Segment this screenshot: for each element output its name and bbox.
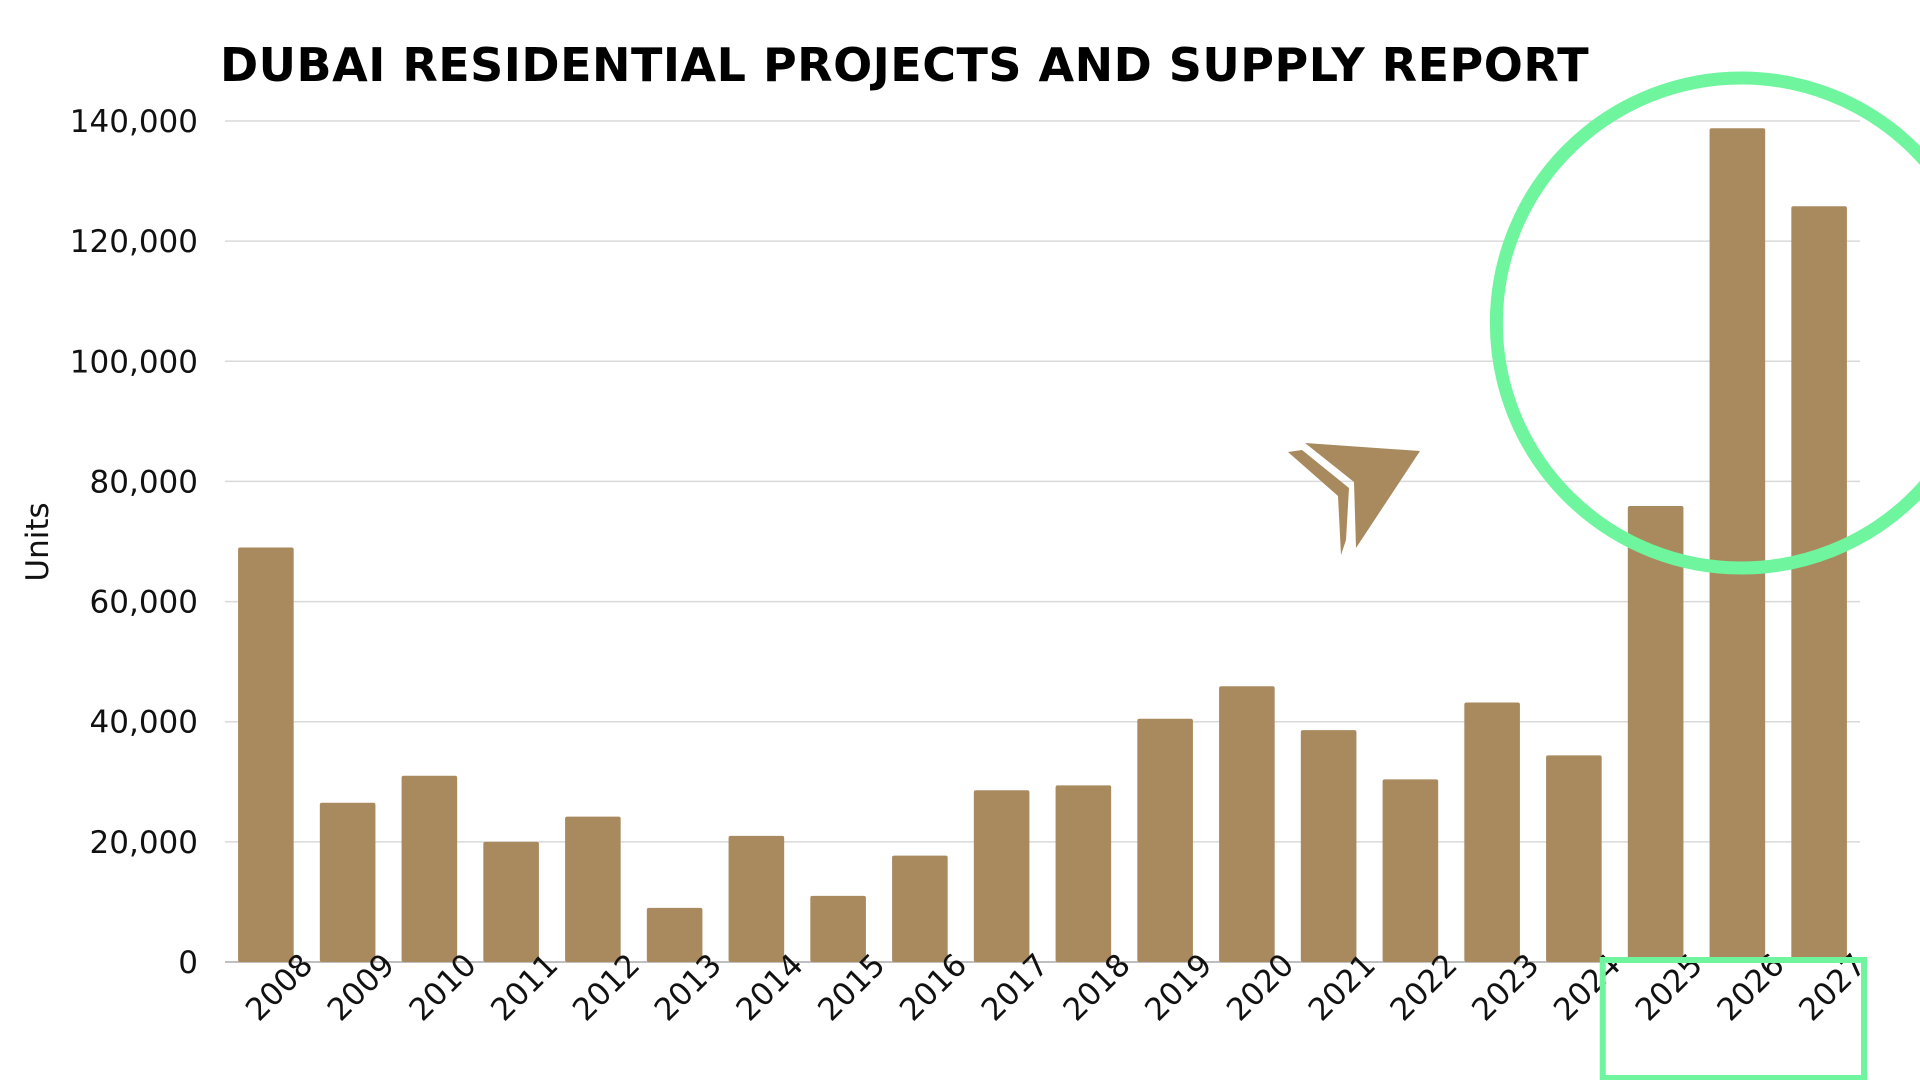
bar-2023	[1464, 702, 1520, 962]
y-axis-label: Units	[20, 502, 56, 581]
bar-2019	[1137, 718, 1193, 962]
bars	[238, 128, 1847, 963]
gridlines	[225, 120, 1860, 963]
bar-2026	[1709, 128, 1766, 963]
bar-2012	[565, 816, 621, 962]
bar-2010	[401, 775, 458, 962]
bar-2021	[1300, 730, 1357, 962]
bar-2022	[1382, 779, 1439, 962]
bar-2017	[973, 790, 1030, 962]
annotations	[1288, 71, 1920, 1080]
y-tick-label: 0	[178, 945, 198, 981]
arrow-tail	[1288, 450, 1349, 555]
y-tick-label: 100,000	[70, 344, 198, 380]
y-tick-label: 20,000	[90, 825, 198, 861]
bar-2020	[1219, 686, 1275, 962]
y-tick-label: 40,000	[90, 705, 198, 741]
bar-2024	[1546, 755, 1602, 962]
bar-2016	[892, 855, 948, 962]
y-tick-label: 120,000	[70, 224, 198, 260]
bar-2013	[646, 907, 703, 962]
bar-2009	[319, 802, 376, 962]
bar-2008	[238, 547, 294, 962]
bar-2027	[1791, 206, 1847, 963]
y-tick-label: 80,000	[90, 464, 198, 500]
bar-2014	[728, 835, 785, 962]
y-tick-label: 60,000	[90, 585, 198, 621]
y-axis-ticks: 0 20,000 40,000 60,000 80,000 100,000 120,000 1…	[70, 104, 198, 981]
pointer-arrow-icon	[1288, 443, 1420, 555]
bar-2018	[1055, 785, 1112, 962]
highlight-circle	[1489, 71, 1920, 575]
bar-2015	[810, 895, 866, 962]
bar-2011	[483, 841, 539, 962]
bar-2025	[1627, 506, 1684, 962]
chart-title: DUBAI RESIDENTIAL PROJECTS AND SUPPLY RE…	[220, 38, 1589, 92]
highlight-box	[1599, 957, 1867, 1080]
arrow-head	[1305, 443, 1420, 548]
y-tick-label: 140,000	[70, 104, 198, 140]
